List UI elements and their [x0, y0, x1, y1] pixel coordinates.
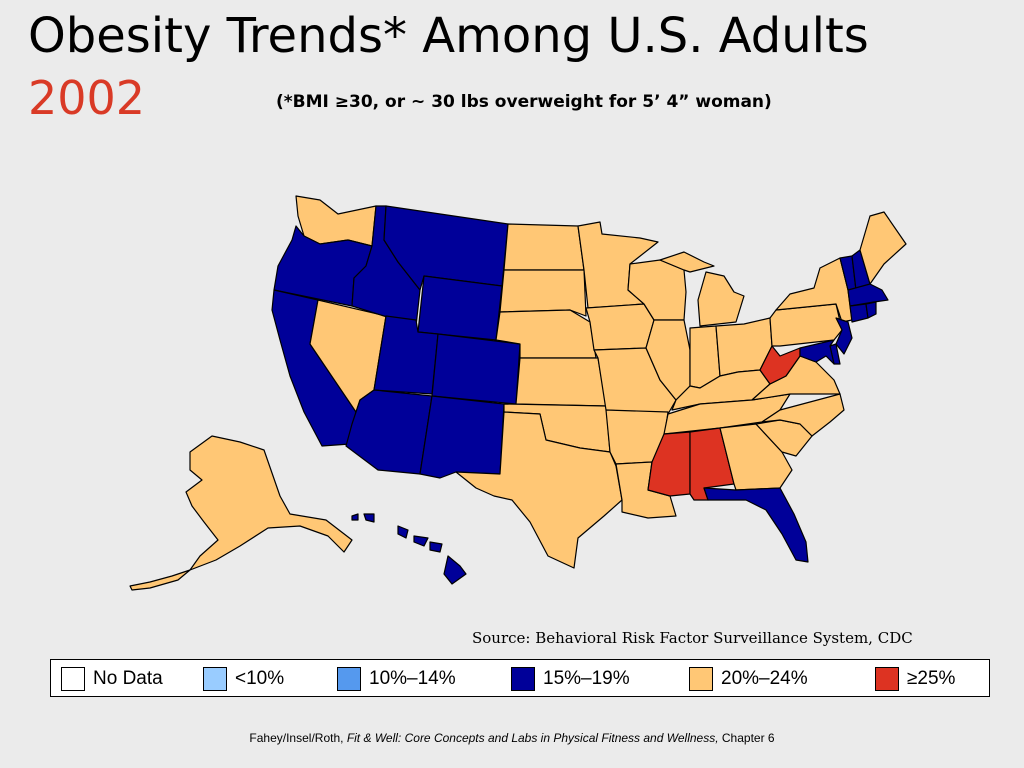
- state-nj: [835, 317, 853, 355]
- state-az: [345, 389, 433, 475]
- footer-authors: Fahey/Insel/Roth,: [249, 731, 344, 745]
- state-hi-6: [443, 555, 467, 585]
- state-hi-5: [429, 541, 443, 553]
- state-fl: [703, 487, 809, 563]
- state-mi: [697, 271, 745, 327]
- state-ri: [865, 301, 877, 319]
- legend-label: 15%–19%: [543, 668, 630, 689]
- legend-swatch: [203, 667, 227, 691]
- legend-item-no-data: No Data: [61, 666, 163, 692]
- state-md: [799, 339, 835, 365]
- state-hi-3: [397, 525, 409, 539]
- state-tx: [455, 411, 623, 569]
- state-nd: [503, 223, 585, 271]
- state-ct: [849, 303, 869, 323]
- legend-swatch: [511, 667, 535, 691]
- legend-label: 10%–14%: [369, 668, 456, 689]
- legend-item-ge25: ≥25%: [875, 666, 955, 692]
- legend: No Data <10% 10%–14% 15%–19% 20%–24% ≥25…: [50, 659, 990, 697]
- footer-chapter: Chapter 6: [721, 731, 775, 745]
- legend-label: 20%–24%: [721, 668, 808, 689]
- state-hi-2: [363, 513, 375, 523]
- page-title: Obesity Trends* Among U.S. Adults: [28, 8, 869, 64]
- legend-swatch: [689, 667, 713, 691]
- state-sd: [499, 269, 587, 317]
- year-label: 2002: [28, 71, 146, 125]
- subtitle: (*BMI ≥30, or ~ 30 lbs overweight for 5’…: [276, 92, 772, 112]
- state-ak: [185, 435, 353, 571]
- state-nc: [761, 393, 845, 437]
- state-hi-1: [351, 513, 359, 521]
- legend-swatch: [61, 667, 85, 691]
- legend-label: No Data: [93, 668, 163, 689]
- legend-label: <10%: [235, 668, 285, 689]
- legend-item-20-24: 20%–24%: [689, 666, 808, 692]
- state-hi-4: [413, 535, 429, 547]
- state-ak-islands: [129, 569, 191, 591]
- state-pa: [769, 303, 843, 347]
- state-mi-upper: [659, 251, 715, 273]
- footer-citation: Fahey/Insel/Roth, Fit & Well: Core Conce…: [0, 731, 1024, 745]
- legend-item-lt10: <10%: [203, 666, 284, 692]
- state-ks: [515, 357, 607, 407]
- legend-item-10-14: 10%–14%: [337, 666, 456, 692]
- legend-swatch: [337, 667, 361, 691]
- legend-swatch: [875, 667, 899, 691]
- source-note: Source: Behavioral Risk Factor Surveilla…: [472, 629, 913, 647]
- state-ia: [585, 303, 655, 351]
- footer-book: Fit & Well: Core Concepts and Labs in Ph…: [346, 731, 719, 745]
- legend-item-15-19: 15%–19%: [511, 666, 630, 692]
- state-wy: [417, 275, 503, 341]
- state-me: [859, 211, 907, 285]
- state-co: [431, 333, 521, 405]
- legend-label: ≥25%: [907, 668, 956, 689]
- state-nm: [419, 395, 505, 479]
